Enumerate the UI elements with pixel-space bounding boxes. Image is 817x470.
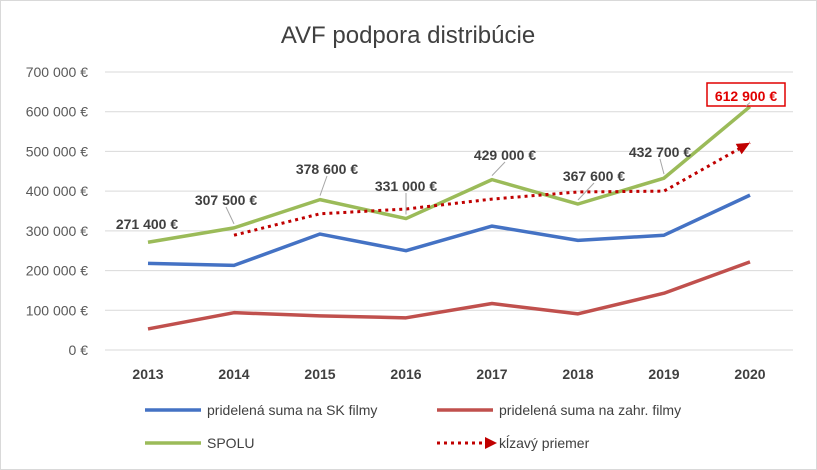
data-label: 432 700 € bbox=[629, 144, 691, 160]
x-tick-label: 2017 bbox=[476, 366, 507, 382]
data-label: 331 000 € bbox=[375, 178, 437, 194]
series-arrowhead bbox=[735, 142, 750, 155]
x-tick-label: 2013 bbox=[132, 366, 163, 382]
legend-label: kĺzavý priemer bbox=[499, 434, 590, 451]
data-label: 378 600 € bbox=[296, 161, 358, 177]
label-leader bbox=[659, 158, 665, 175]
label-leader bbox=[491, 161, 506, 176]
x-tick-label: 2014 bbox=[218, 366, 249, 382]
chart-title: AVF podpora distribúcie bbox=[281, 22, 535, 49]
legend-label: pridelená suma na zahr. filmy bbox=[499, 402, 681, 418]
y-tick-label: 300 000 € bbox=[26, 223, 88, 239]
x-axis-ticks: 2013 2014 2015 2016 2017 2018 2019 2020 bbox=[132, 366, 765, 382]
series-line-4 bbox=[233, 141, 751, 237]
gridlines bbox=[105, 71, 793, 351]
y-tick-label: 0 € bbox=[69, 342, 89, 358]
x-tick-label: 2015 bbox=[304, 366, 335, 382]
x-tick-label: 2019 bbox=[648, 366, 679, 382]
y-tick-label: 400 000 € bbox=[26, 183, 88, 199]
label-leader bbox=[225, 206, 235, 225]
y-tick-label: 700 000 € bbox=[26, 64, 88, 80]
series-line-2 bbox=[147, 260, 751, 331]
y-tick-label: 200 000 € bbox=[26, 263, 88, 279]
label-leader bbox=[745, 102, 751, 107]
series-line-1 bbox=[147, 193, 751, 268]
data-label: 367 600 € bbox=[563, 168, 625, 184]
legend-arrowhead bbox=[485, 437, 497, 449]
data-label: 307 500 € bbox=[195, 192, 257, 208]
data-label: 612 900 € bbox=[715, 88, 777, 104]
y-tick-label: 100 000 € bbox=[26, 302, 88, 318]
series-line-3 bbox=[147, 105, 752, 244]
x-tick-label: 2018 bbox=[562, 366, 593, 382]
data-label: 271 400 € bbox=[116, 216, 178, 232]
series-lines bbox=[147, 105, 752, 331]
x-tick-label: 2020 bbox=[734, 366, 765, 382]
y-tick-label: 600 000 € bbox=[26, 104, 88, 120]
legend-label: pridelená suma na SK filmy bbox=[207, 402, 377, 418]
label-leader bbox=[577, 182, 595, 201]
x-tick-label: 2016 bbox=[390, 366, 421, 382]
data-labels: 271 400 € 307 500 € 378 600 € 331 000 € 429 … bbox=[116, 82, 786, 232]
label-leader bbox=[319, 175, 328, 196]
legend-label: SPOLU bbox=[207, 435, 254, 451]
y-axis-ticks: 0 € 100 000 € 200 000 € 300 000 € 400 000 € 5… bbox=[26, 64, 89, 358]
data-label: 429 000 € bbox=[474, 147, 536, 163]
y-tick-label: 500 000 € bbox=[26, 143, 88, 159]
legend: pridelená suma na SK filmy pridelená suma… bbox=[145, 402, 681, 451]
